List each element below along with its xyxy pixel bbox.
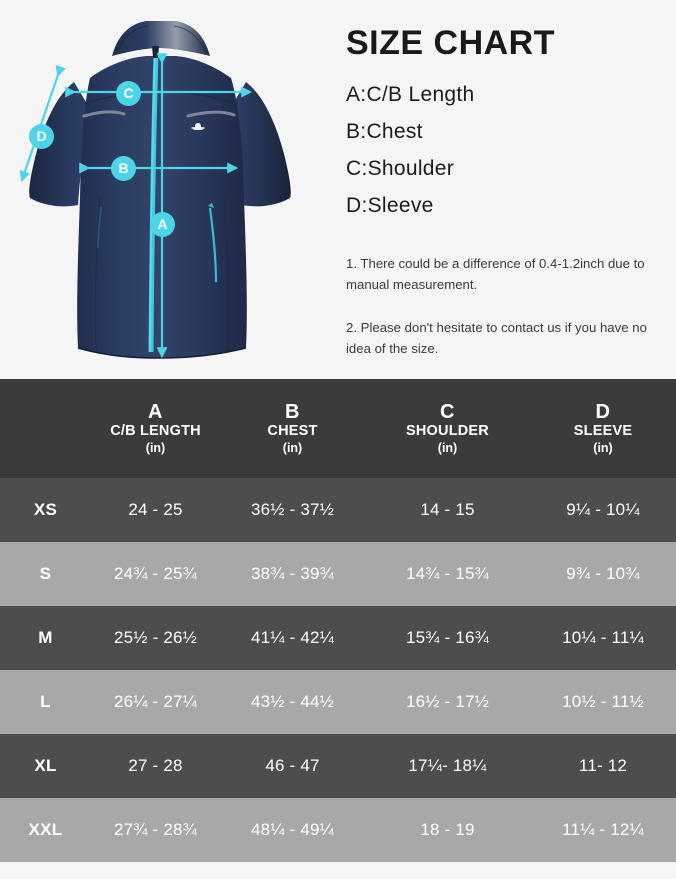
row-value-d: 10¼ - 11¼ — [530, 606, 676, 670]
table-row: XL 27 - 28 46 - 47 17¼- 18¼ 11- 12 — [0, 734, 676, 798]
row-value-d: 11- 12 — [530, 734, 676, 798]
row-value-c: 14 - 15 — [365, 478, 530, 542]
note-contact-us: 2. Please don't hesitate to contact us i… — [346, 320, 647, 356]
collar-fold-right — [173, 25, 207, 53]
collar-fold-left — [115, 25, 149, 53]
row-value-c: 17¼- 18¼ — [365, 734, 530, 798]
chest-pocket-left — [82, 110, 126, 118]
legend-item-d: D:Sleeve — [346, 194, 434, 217]
chest-pocket-right — [186, 110, 236, 118]
row-value-d: 9¾ - 10¾ — [530, 542, 676, 606]
table-row: M 25½ - 26½ 41¼ - 42¼ 15¾ - 16¾ 10¼ - 11… — [0, 606, 676, 670]
header-name-c: SHOULDER — [406, 422, 489, 439]
row-value-b: 48¼ - 49¼ — [220, 798, 365, 862]
row-value-c: 16½ - 17½ — [365, 670, 530, 734]
hand-pocket-zip-left — [97, 206, 102, 249]
header-name-b: CHEST — [267, 422, 318, 439]
row-size-label: M — [0, 606, 91, 670]
center-front-zipper-highlight — [149, 53, 156, 353]
page-title: SIZE CHART — [346, 24, 555, 62]
legend-item-c: C:Shoulder — [346, 157, 455, 180]
row-value-b: 43½ - 44½ — [220, 670, 365, 734]
jacket-illustration — [19, 21, 291, 359]
table-header-row: A C/B LENGTH (in) B CHEST (in) C SHOULDE… — [0, 379, 676, 478]
row-value-d: 9¼ - 10¼ — [530, 478, 676, 542]
hand-pocket-zip-right — [208, 207, 218, 283]
marker-b: B — [111, 156, 136, 181]
row-size-label: L — [0, 670, 91, 734]
top-section: A B C D SIZE CHART A:C/B Length B:Chest … — [0, 0, 676, 379]
row-value-a: 27¾ - 28¾ — [91, 798, 220, 862]
legend-item-b: B:Chest — [346, 120, 423, 143]
jacket-body-group — [29, 21, 291, 359]
row-value-b: 38¾ - 39¾ — [220, 542, 365, 606]
header-name-a: C/B LENGTH — [110, 422, 201, 439]
row-size-label: XXL — [0, 798, 91, 862]
note-measurement-tolerance: 1. There could be a difference of 0.4-1.… — [346, 256, 645, 292]
header-letter-d: D — [595, 400, 611, 423]
table-row: XS 24 - 25 36½ - 37½ 14 - 15 9¼ - 10¼ — [0, 478, 676, 542]
measurement-legend: A:C/B Length B:Chest C:Shoulder D:Sleeve — [346, 76, 475, 224]
marker-c: C — [116, 81, 141, 106]
row-value-a: 24¾ - 25¾ — [91, 542, 220, 606]
row-size-label: XS — [0, 478, 91, 542]
header-unit-c: (in) — [437, 440, 458, 455]
header-letter-a: A — [148, 400, 163, 423]
right-sleeve — [228, 82, 291, 207]
table-body: XS 24 - 25 36½ - 37½ 14 - 15 9¼ - 10¼ S … — [0, 478, 676, 862]
row-value-a: 25½ - 26½ — [91, 606, 220, 670]
marker-a: A — [150, 212, 175, 237]
header-cell-a: A C/B LENGTH (in) — [91, 379, 220, 478]
header-cell-d: D SLEEVE (in) — [530, 379, 676, 478]
marker-d: D — [29, 124, 54, 149]
table-row: S 24¾ - 25¾ 38¾ - 39¾ 14¾ - 15¾ 9¾ - 10¾ — [0, 542, 676, 606]
row-value-a: 26¼ - 27¼ — [91, 670, 220, 734]
row-value-b: 41¼ - 42¼ — [220, 606, 365, 670]
collar — [112, 21, 210, 56]
row-value-c: 14¾ - 15¾ — [365, 542, 530, 606]
header-unit-a: (in) — [145, 440, 166, 455]
row-value-b: 46 - 47 — [220, 734, 365, 798]
header-letter-b: B — [285, 400, 300, 423]
info-area: SIZE CHART A:C/B Length B:Chest C:Should… — [339, 0, 676, 379]
garment-diagram: A B C D — [0, 0, 330, 379]
side-seam-right — [223, 195, 230, 351]
row-value-a: 27 - 28 — [91, 734, 220, 798]
size-table: A C/B LENGTH (in) B CHEST (in) C SHOULDE… — [0, 379, 676, 862]
header-letter-c: C — [440, 400, 455, 423]
row-value-b: 36½ - 37½ — [220, 478, 365, 542]
center-front-zipper — [148, 53, 159, 353]
header-cell-c: C SHOULDER (in) — [365, 379, 530, 478]
header-name-d: SLEEVE — [573, 422, 633, 439]
row-size-label: XL — [0, 734, 91, 798]
header-unit-b: (in) — [282, 440, 303, 455]
row-value-c: 18 - 19 — [365, 798, 530, 862]
row-value-a: 24 - 25 — [91, 478, 220, 542]
header-unit-d: (in) — [593, 440, 613, 455]
row-value-d: 11¼ - 12¼ — [530, 798, 676, 862]
legend-item-a: A:C/B Length — [346, 83, 475, 106]
row-value-d: 10½ - 11½ — [530, 670, 676, 734]
side-seam-left — [94, 195, 101, 351]
table-row: L 26¼ - 27¼ 43½ - 44½ 16½ - 17½ 10½ - 11… — [0, 670, 676, 734]
header-cell-b: B CHEST (in) — [220, 379, 365, 478]
row-value-c: 15¾ - 16¾ — [365, 606, 530, 670]
brand-logo — [191, 123, 205, 130]
table-head: A C/B LENGTH (in) B CHEST (in) C SHOULDE… — [0, 379, 676, 478]
table-row: XXL 27¾ - 28¾ 48¼ - 49¼ 18 - 19 11¼ - 12… — [0, 798, 676, 862]
header-cell-size — [0, 379, 91, 478]
row-size-label: S — [0, 542, 91, 606]
hand-pocket-zip-pull-right — [208, 203, 214, 208]
zipper-pull — [152, 46, 159, 58]
